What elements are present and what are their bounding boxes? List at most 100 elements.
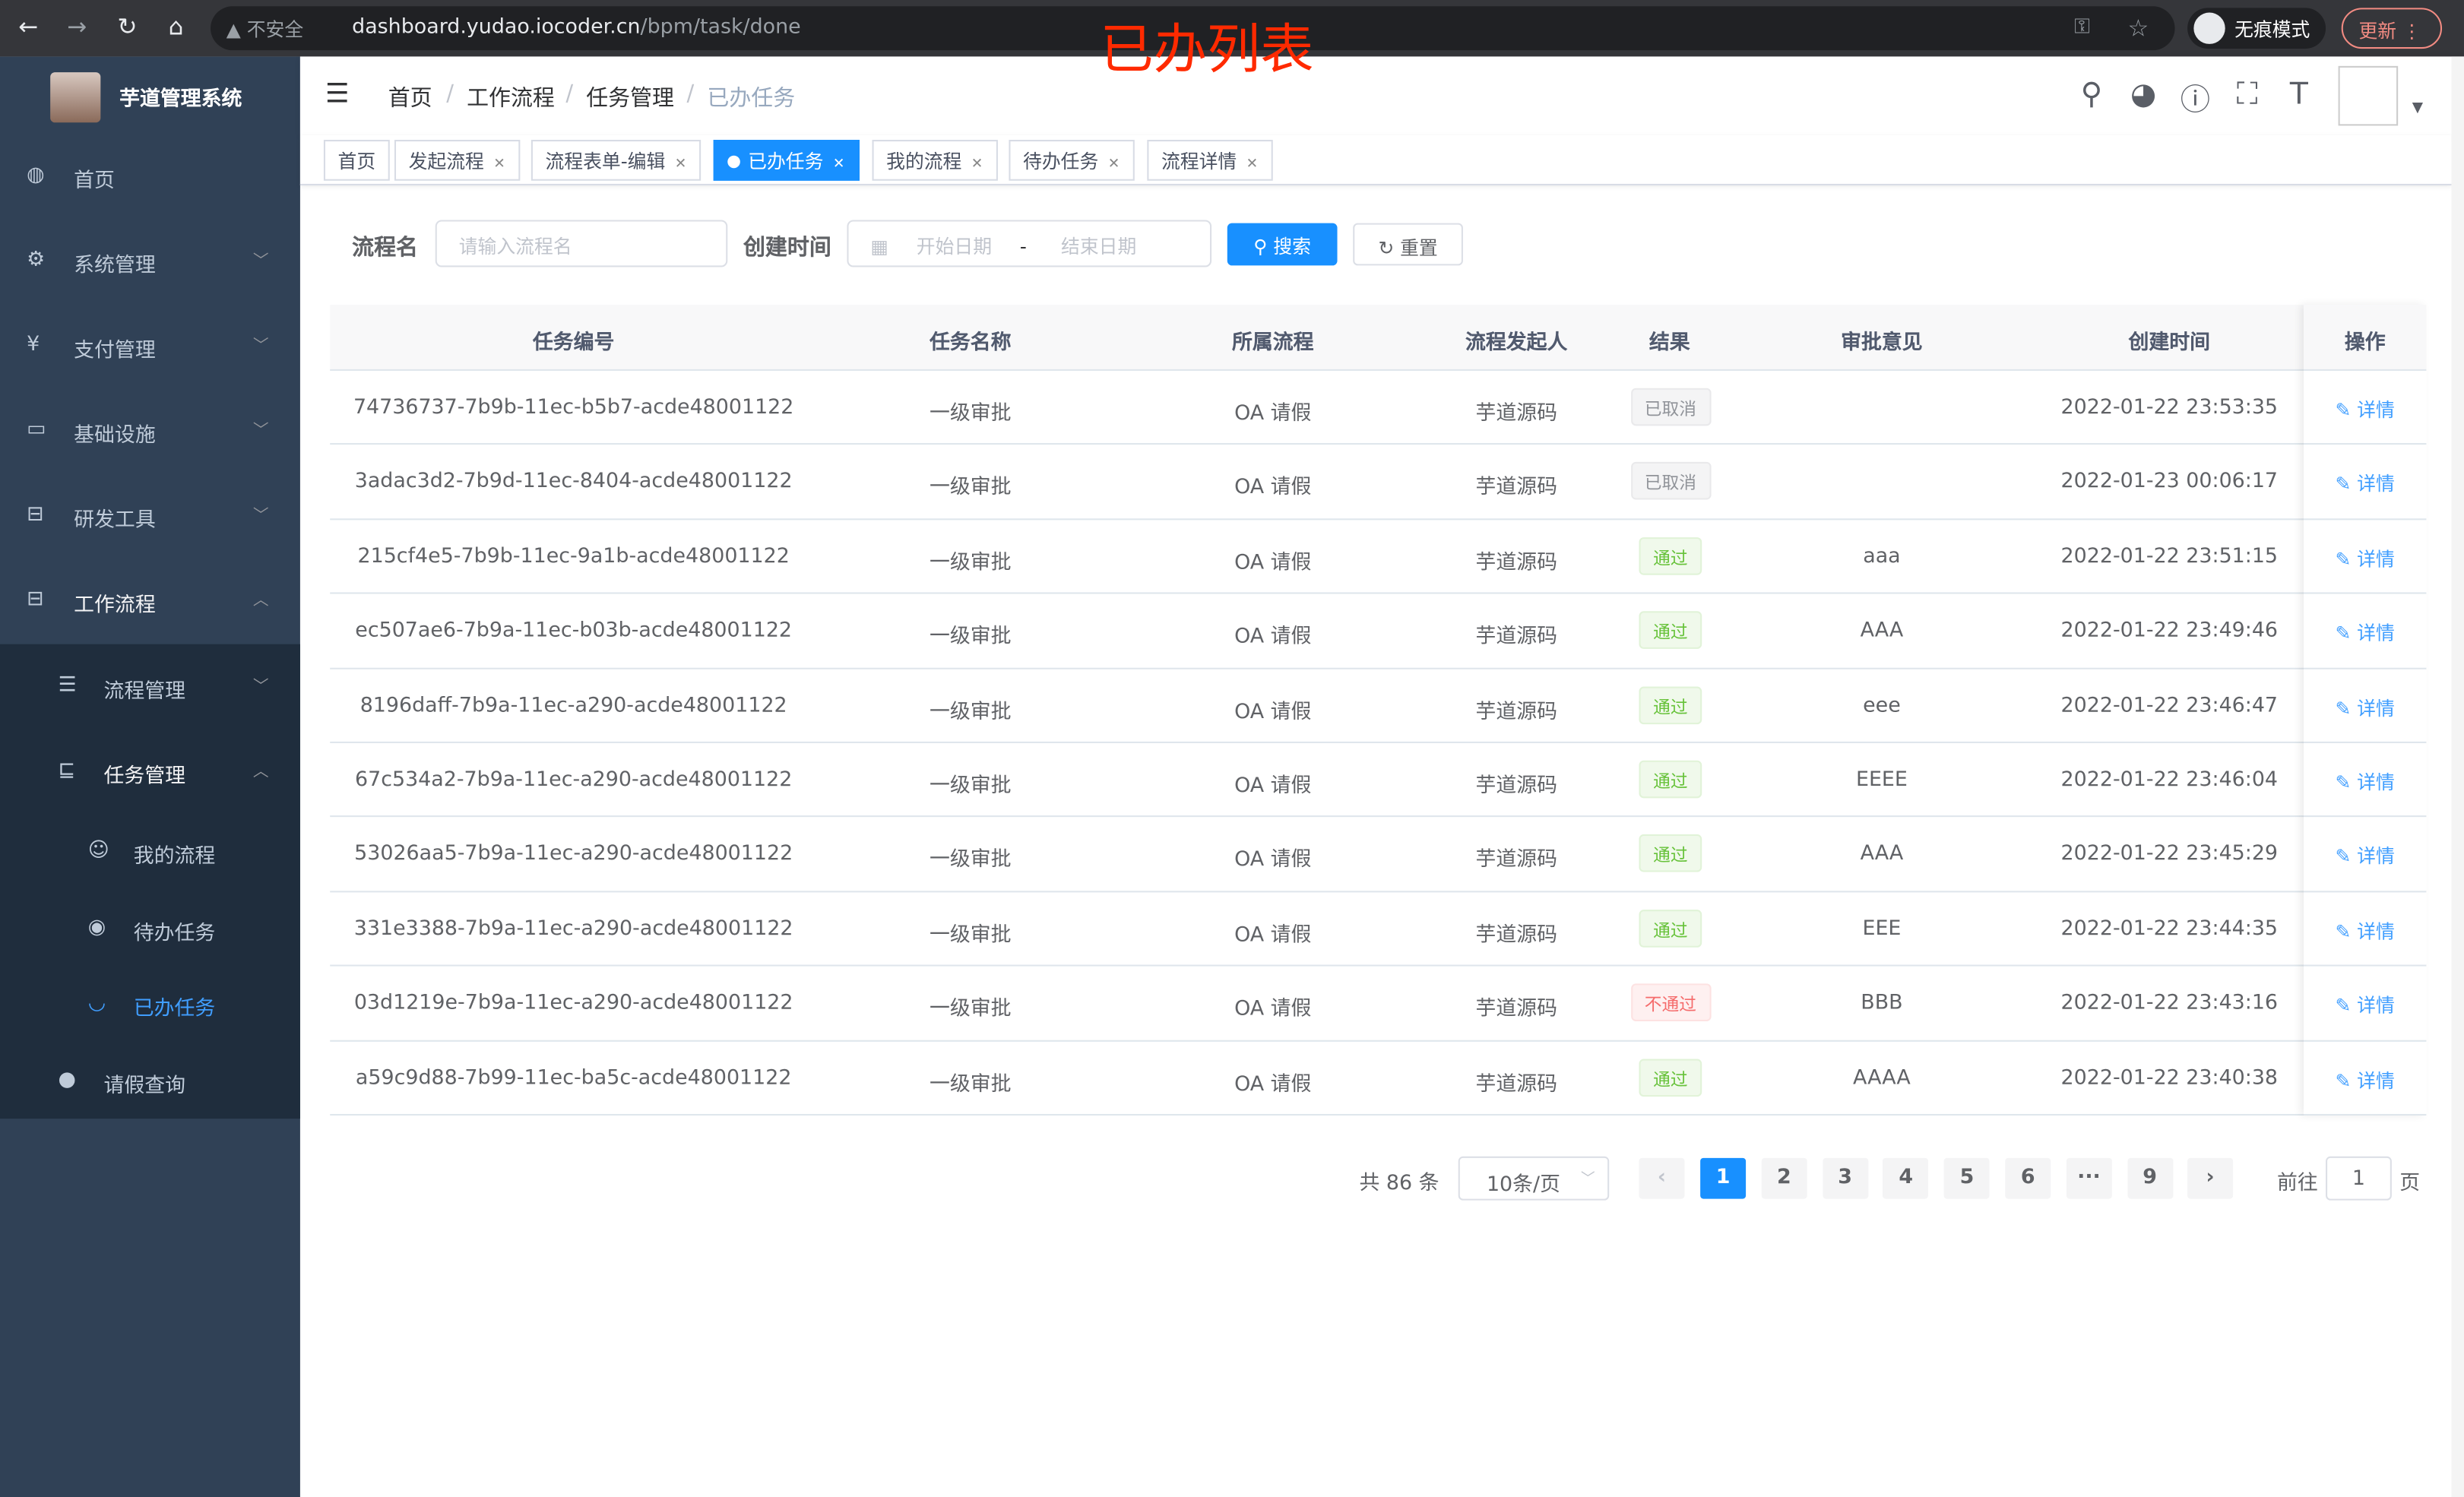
page-button[interactable]: 1: [1700, 1157, 1747, 1199]
next-page-button[interactable]: ›: [2187, 1157, 2234, 1199]
fullscreen-icon[interactable]: ⛶: [2236, 77, 2258, 112]
detail-button[interactable]: ✎ 详情: [2335, 396, 2394, 423]
detail-label: 详情: [2357, 920, 2395, 943]
detail-button[interactable]: ✎ 详情: [2335, 917, 2394, 944]
page-button[interactable]: 6: [2005, 1157, 2051, 1199]
tag-label: 首页: [337, 150, 376, 173]
sidebar-item-my-process[interactable]: ☺ 我的流程: [0, 811, 300, 886]
breadcrumb-workflow[interactable]: 工作流程: [467, 86, 555, 112]
incognito-badge[interactable]: 无痕模式: [2187, 8, 2326, 49]
date-range-picker[interactable]: ▦ 开始日期 - 结束日期: [847, 220, 1212, 267]
menu-label: 我的流程: [133, 845, 216, 869]
tag-todo-task[interactable]: 待办任务 ✕: [1009, 140, 1134, 181]
process-name-input[interactable]: 请输入流程名: [435, 220, 728, 267]
create-time-cell: 2022-01-22 23:43:16: [2060, 992, 2279, 1016]
tag-home[interactable]: 首页: [323, 140, 390, 181]
detail-label: 详情: [2357, 697, 2395, 720]
create-time-cell: 2022-01-22 23:44:35: [2060, 917, 2279, 942]
detail-button[interactable]: ✎ 详情: [2335, 470, 2394, 497]
close-icon[interactable]: ✕: [493, 157, 505, 173]
menu-label: 工作流程: [74, 593, 156, 618]
tag-done-task[interactable]: 已办任务 ✕: [713, 140, 860, 181]
task-id-cell: 74736737-7b9b-11ec-b5b7-acde48001122: [353, 396, 794, 420]
process-cell: OA 请假: [1234, 923, 1312, 948]
close-icon[interactable]: ✕: [674, 157, 687, 173]
detail-button[interactable]: ✎ 详情: [2335, 694, 2394, 720]
task-name-cell: 一级审批: [929, 1072, 1012, 1097]
page-button[interactable]: 2: [1761, 1157, 1807, 1199]
page-button[interactable]: 4: [1883, 1157, 1929, 1199]
scrollbar[interactable]: [2451, 56, 2464, 1497]
tag-my-process[interactable]: 我的流程 ✕: [872, 140, 998, 181]
github-icon[interactable]: ◕: [2130, 77, 2157, 112]
reset-button[interactable]: ↻ 重置: [1353, 223, 1463, 266]
star-icon[interactable]: ☆: [2127, 14, 2149, 43]
fixed-operation-column: [2304, 305, 2426, 1116]
tag-process-detail[interactable]: 流程详情 ✕: [1147, 140, 1272, 181]
breadcrumb-task[interactable]: 任务管理: [586, 86, 675, 112]
start-date-input[interactable]: 开始日期: [916, 236, 993, 258]
result-badge: 已取消: [1630, 388, 1711, 426]
search-icon[interactable]: ⚲: [2080, 77, 2103, 112]
update-button[interactable]: 更新 ⋮: [2341, 8, 2443, 49]
more-pages-button[interactable]: ···: [2066, 1157, 2112, 1199]
chevron-up-icon: ︿: [252, 592, 269, 610]
sidebar-item-todo[interactable]: ◉ 待办任务: [0, 888, 300, 963]
close-icon[interactable]: ✕: [832, 157, 845, 173]
result-badge: 通过: [1639, 685, 1702, 724]
task-name-cell: 一级审批: [929, 700, 1012, 724]
back-icon[interactable]: ←: [18, 12, 39, 41]
forward-icon[interactable]: →: [67, 12, 87, 41]
detail-button[interactable]: ✎ 详情: [2335, 768, 2394, 795]
sidebar-item-home[interactable]: ◍ 首页: [0, 135, 300, 220]
task-name-cell: 一级审批: [929, 774, 1012, 799]
edit-icon: ✎: [2335, 920, 2352, 943]
page-size-select[interactable]: 10条/页 ﹀: [1458, 1156, 1610, 1201]
detail-button[interactable]: ✎ 详情: [2335, 545, 2394, 571]
avatar[interactable]: [2338, 65, 2399, 126]
page-button[interactable]: 3: [1822, 1157, 1868, 1199]
search-button[interactable]: ⚲ 搜索: [1227, 223, 1338, 266]
sidebar-item-workflow[interactable]: ⊟ 工作流程 ︿: [0, 559, 300, 644]
sidebar-item-system[interactable]: ⚙ 系统管理 ﹀: [0, 220, 300, 305]
sidebar-item-task-manage[interactable]: ⊑ 任务管理 ︿: [0, 730, 300, 815]
close-icon[interactable]: ✕: [1107, 157, 1120, 173]
header-create-time: 创建时间: [2128, 331, 2211, 356]
key-icon[interactable]: ⚿: [2074, 15, 2090, 40]
goto-page-input[interactable]: 1: [2326, 1156, 2392, 1201]
font-size-icon[interactable]: T: [2289, 77, 2308, 112]
sidebar-item-pay[interactable]: ¥ 支付管理 ﹀: [0, 305, 300, 390]
sidebar-item-process-manage[interactable]: ☰ 流程管理 ﹀: [0, 646, 300, 731]
sidebar-item-leave[interactable]: ● 请假查询: [0, 1040, 300, 1125]
caret-down-icon[interactable]: ▼: [2412, 100, 2424, 117]
page-button[interactable]: 5: [1944, 1157, 1990, 1199]
detail-button[interactable]: ✎ 详情: [2335, 843, 2394, 869]
sidebar-item-devtools[interactable]: ⊟ 研发工具 ﹀: [0, 474, 300, 559]
sidebar-item-infra[interactable]: ▭ 基础设施 ﹀: [0, 390, 300, 475]
process-cell: OA 请假: [1234, 476, 1312, 501]
end-date-input[interactable]: 结束日期: [1061, 236, 1137, 258]
tag-start-process[interactable]: 发起流程 ✕: [394, 140, 520, 181]
reload-icon[interactable]: ↻: [117, 12, 138, 41]
sidebar-item-done[interactable]: ◡ 已办任务: [0, 963, 300, 1038]
detail-button[interactable]: ✎ 详情: [2335, 619, 2394, 646]
prev-page-button[interactable]: ‹: [1639, 1157, 1685, 1199]
security-warning[interactable]: ▲ 不安全: [226, 18, 304, 41]
tag-form-edit[interactable]: 流程表单-编辑 ✕: [530, 140, 701, 181]
close-icon[interactable]: ✕: [971, 157, 983, 173]
page-size-value: 10条/页: [1486, 1173, 1560, 1198]
detail-label: 详情: [2357, 1069, 2395, 1092]
detail-button[interactable]: ✎ 详情: [2335, 992, 2394, 1018]
breadcrumb-home[interactable]: 首页: [388, 86, 432, 112]
detail-button[interactable]: ✎ 详情: [2335, 1066, 2394, 1093]
table-row: 3adac3d2-7b9d-11ec-8404-acde48001122 一级审批…: [330, 445, 2427, 520]
task-id-cell: 215cf4e5-7b9b-11ec-9a1b-acde48001122: [357, 545, 790, 569]
page-button[interactable]: 9: [2127, 1157, 2173, 1199]
address-bar[interactable]: ▲ 不安全 dashboard.yudao.iocoder.cn/bpm/tas…: [211, 6, 2175, 51]
home-icon[interactable]: ⌂: [168, 12, 184, 41]
menu-label: 待办任务: [133, 922, 216, 946]
hamburger-icon[interactable]: ☰: [325, 78, 350, 110]
close-icon[interactable]: ✕: [1246, 157, 1259, 173]
dashboard-icon: ◍: [27, 163, 45, 188]
help-icon[interactable]: ⓘ: [2180, 83, 2211, 119]
